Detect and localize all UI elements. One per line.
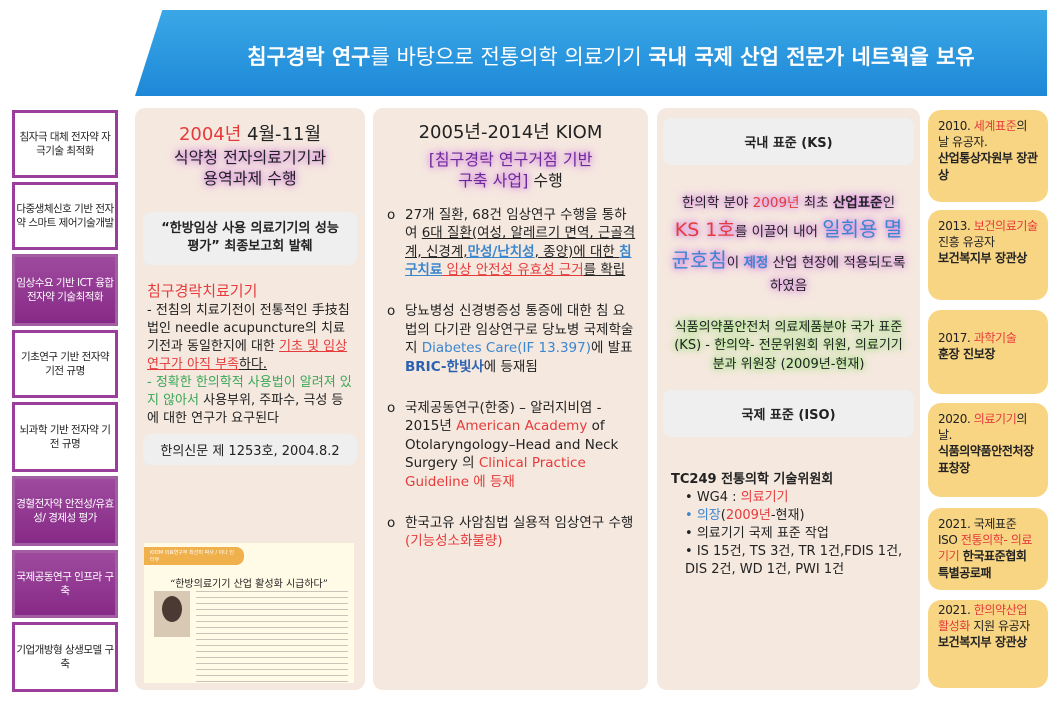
title-banner: 침구경락 연구를 바탕으로 전통의학 의료기기 국내 국제 산업 전문가 네트웍…: [135, 10, 1047, 96]
desc-text: 사용부위, 주파수, 극성 등에 대한 연구가 요구된다: [147, 392, 344, 426]
award-card: 2017. 과학기술 훈장 진보장: [928, 310, 1048, 394]
project: 식약청 전자의료기기과 용역과제 수행: [173, 148, 327, 188]
award-card: 2013. 보건의료기술진흥 유공자 보건복지부 장관상: [928, 210, 1048, 300]
banner-part3: 국내 국제 산업 전문가 네트웍을 보유: [648, 45, 975, 69]
bullet-saam: 한국고유 사암침법 실용적 임상연구 수행(기능성소화불량): [385, 514, 636, 551]
sidebar-item: 뇌과학 기반 전자약 기전 규명: [12, 402, 118, 472]
award-card: 2020. 의료기기의 날. 식품의약품안전처장 표창장: [928, 403, 1048, 497]
mfds-text: 식품의약품안전처 의료제품분야 국가 표준(KS) - 한의약- 전문위원회 위…: [674, 320, 903, 372]
news-headline: “한방의료기기 산업 활성화 시급하다”: [170, 579, 328, 590]
source-citation: 한의신문 제 1253호, 2004.8.2: [143, 433, 357, 465]
desc-highlight: 기초 및 임상연구가 아직 부족: [147, 338, 348, 372]
panel-standards: 국내 표준 (KS) 한의학 분야 2009년 최초 산업표준인 KS 1호를 …: [657, 108, 920, 690]
iso-header: 국제 표준 (ISO): [663, 389, 914, 437]
list-item: • IS 15건, TS 3건, TR 1건,FDIS 1건, DIS 2건, …: [685, 543, 903, 577]
sidebar-item: 다중생체신호 기반 전자약 스마트 제어기술개발: [12, 182, 118, 250]
sidebar-item: 국제공동연구 인프라 구축: [12, 550, 118, 618]
award-card: 2010. 세계표준의 날 유공자. 산업통상자원부 장관상: [928, 110, 1048, 202]
news-body-lines: [196, 591, 348, 683]
tc249-title: TC249 전통의학 기술위원회: [671, 471, 834, 487]
sidebar-item: 기초연구 기반 전자약 기전 규명: [12, 330, 118, 398]
sidebar-item: 기업개방형 상생모델 구축: [12, 622, 118, 692]
device-heading: 침구경락치료기기: [147, 282, 258, 301]
banner-part2: 를 바탕으로 전통의학 의료기기: [370, 45, 649, 69]
ks-text: 한의학 분야 2009년 최초 산업표준인 KS 1호를 이끌어 내어 일회용 …: [671, 195, 906, 295]
list-item: • WG4 : 의료기기: [685, 489, 789, 505]
list-item: • 의장(2009년-현재): [685, 507, 805, 523]
bullet-international: 국제공동연구(한중) – 알러지비염 - 2015년 American Acad…: [385, 399, 636, 492]
news-tag: KIOM 의료연구부 최선미 박사 / 이나 인터뷰: [144, 547, 244, 565]
newspaper-clipping: KIOM 의료연구부 최선미 박사 / 이나 인터뷰 “한방의료기기 산업 활성…: [144, 543, 354, 683]
panel-title: 2005년-2014년 KIOM: [418, 122, 603, 143]
bullet-clinical: 27개 질환, 68건 임상연구 수행을 통하여 6대 질환(여성, 알레르기 …: [385, 206, 636, 281]
award-card: 2021. 국제표준 ISO 전통의학- 의료기기 한국표준협회 특별공로패: [928, 508, 1048, 590]
award-card: 2021. 한의약산업 활성화 지원 유공자 보건복지부 장관상: [928, 600, 1048, 688]
sidebar-item: 침자극 대체 전자약 자극기술 최적화: [12, 110, 118, 178]
desc-highlight-green: - 정확한 한의학적 사용법이 알려져 있지 않아서: [147, 374, 352, 408]
panel-kiom: 2005년-2014년 KIOM [침구경락 연구거점 기반구축 사업] 수행 …: [373, 108, 648, 690]
sidebar-item: 임상수요 기반 ICT 융합전자약 기술최적화: [12, 254, 118, 326]
report-title: “한방임상 사용 의료기기의 성능평가” 최종보고회 발췌: [143, 211, 357, 266]
ks-header: 국내 표준 (KS): [663, 118, 914, 165]
list-item: • 의료기기 국제 표준 작업: [685, 525, 829, 541]
period: 4월-11월: [241, 124, 322, 145]
bullet-diabetes: 당뇨병성 신경병증성 통증에 대한 침 요법의 다기관 임상연구로 당뇨병 국제…: [385, 302, 636, 377]
project: [침구경락 연구거점 기반구축 사업]: [428, 150, 593, 190]
sidebar-item: 경혈전자약 안전성/유효성/ 경제성 평가: [12, 476, 118, 546]
desc-text: 하다.: [239, 356, 268, 372]
portrait-photo: [154, 591, 190, 637]
project-end: 수행: [528, 170, 563, 190]
year: 2004년: [178, 124, 242, 145]
banner-part1: 침구경락 연구: [247, 45, 371, 69]
desc-text: - 전침의 치료기전이 전통적인 手技침법인 needle acupunctur…: [147, 302, 350, 354]
